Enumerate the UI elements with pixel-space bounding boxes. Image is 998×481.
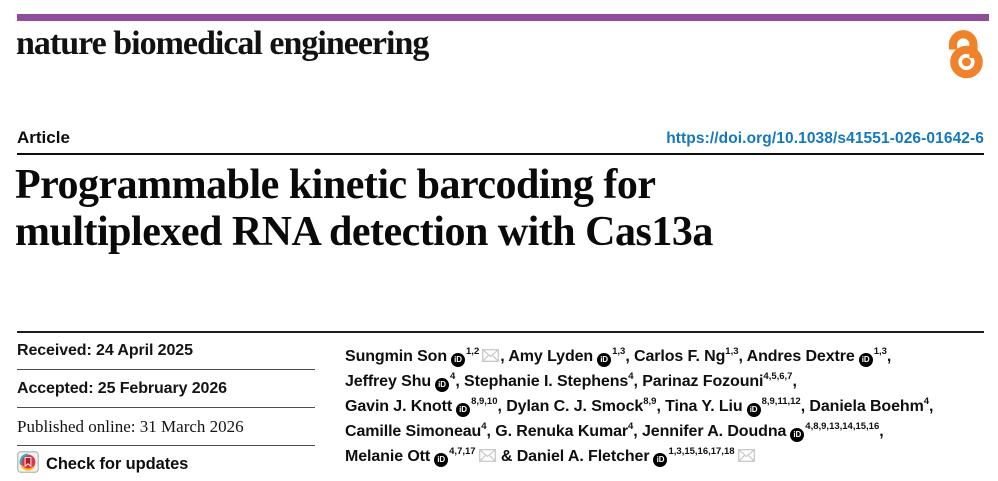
- author-separator: ,: [486, 423, 496, 440]
- author-name: Parinaz Fozouni: [642, 373, 764, 390]
- author-name: Gavin J. Knott: [345, 398, 453, 415]
- orcid-icon[interactable]: iD: [653, 452, 668, 467]
- affiliation-superscript: 4: [481, 421, 487, 432]
- affiliation-superscript: 4: [628, 421, 634, 432]
- check-for-updates-label: Check for updates: [46, 455, 189, 473]
- article-meta-row: Article https://doi.org/10.1038/s41551-0…: [17, 128, 984, 148]
- affiliation-superscript: 4: [628, 371, 634, 382]
- publication-history: Received: 24 April 2025 Accepted: 25 Febr…: [17, 332, 315, 481]
- orcid-icon[interactable]: iD: [456, 402, 471, 417]
- author-list: Sungmin Son iD1,2, Amy Lyden iD1,3, Carlos…: [345, 339, 998, 467]
- author-separator: ,: [455, 373, 465, 390]
- history-text: Accepted: 25 February 2026: [17, 379, 227, 397]
- affiliation-superscript: 1,3,15,16,17,18: [668, 446, 735, 457]
- author-separator: ,: [656, 398, 666, 415]
- author-separator: &: [496, 448, 517, 465]
- author-separator: ,: [800, 398, 810, 415]
- envelope-icon[interactable]: [478, 445, 496, 470]
- accepted-row: Accepted: 25 February 2026: [17, 370, 315, 408]
- history-text: Received: 24 April 2025: [17, 341, 193, 359]
- metadata-divider: [17, 331, 984, 333]
- author-name: Daniel A. Fletcher: [516, 448, 650, 465]
- author-name: Jeffrey Shu: [345, 373, 432, 390]
- received-row: Received: 24 April 2025: [17, 332, 315, 370]
- doi-link[interactable]: https://doi.org/10.1038/s41551-026-01642…: [666, 130, 984, 147]
- author-separator: ,: [500, 348, 509, 365]
- author-separator: ,: [792, 373, 797, 390]
- header-rule: [17, 153, 984, 155]
- author-name: Andres Dextre: [746, 348, 855, 365]
- author-line: Gavin J. Knott iD8,9,10, Dylan C. J. Smoc…: [345, 389, 998, 417]
- author-line: Camille Simoneau4, G. Renuka Kumar4, Jen…: [345, 414, 998, 442]
- author-separator: ,: [497, 398, 507, 415]
- affiliation-superscript: 8,9,10: [471, 396, 498, 407]
- author-name: Dylan C. J. Smock: [506, 398, 644, 415]
- crossmark-icon: [17, 451, 39, 478]
- affiliation-superscript: 4,8,9,13,14,15,16: [805, 421, 880, 432]
- affiliation-superscript: 4,7,17: [449, 446, 476, 457]
- author-separator: ,: [886, 348, 892, 365]
- affiliation-superscript: 8,9,11,12: [761, 396, 801, 407]
- article-title-line-1: Programmable kinetic barcoding for: [15, 162, 656, 208]
- author-name: Stephanie I. Stephens: [464, 373, 629, 390]
- envelope-icon[interactable]: [737, 445, 755, 470]
- article-title: Programmable kinetic barcoding for multi…: [15, 162, 713, 256]
- author-name: Sungmin Son: [345, 348, 448, 365]
- author-name: Carlos F. Ng: [634, 348, 726, 365]
- author-name: G. Renuka Kumar: [495, 423, 628, 440]
- history-text: Published online: 31 March 2026: [17, 416, 244, 436]
- orcid-icon[interactable]: iD: [790, 427, 805, 442]
- author-name: Melanie Ott: [345, 448, 431, 465]
- affiliation-superscript: 1,2: [466, 346, 480, 357]
- author-separator: ,: [633, 373, 643, 390]
- brand-accent-bar: [17, 14, 989, 21]
- author-name: Daniela Boehm: [809, 398, 924, 415]
- affiliation-superscript: 8,9: [643, 396, 657, 407]
- author-line: Jeffrey Shu iD4, Stephanie I. Stephens4, …: [345, 364, 998, 392]
- author-separator: ,: [633, 423, 642, 440]
- orcid-icon[interactable]: iD: [746, 402, 761, 417]
- author-separator: ,: [929, 398, 934, 415]
- orcid-icon[interactable]: iD: [858, 352, 873, 367]
- affiliation-superscript: 1,3: [725, 346, 739, 357]
- author-name: Amy Lyden: [508, 348, 594, 365]
- affiliation-superscript: 4,5,6,7: [763, 371, 793, 382]
- article-type-label: Article: [17, 128, 70, 147]
- author-separator: ,: [879, 423, 884, 440]
- open-access-icon: [942, 29, 986, 79]
- published-online-row: Published online: 31 March 2026: [17, 408, 315, 446]
- author-line: Sungmin Son iD1,2, Amy Lyden iD1,3, Carlos…: [345, 339, 998, 367]
- orcid-icon[interactable]: iD: [434, 452, 449, 467]
- author-name: Camille Simoneau: [345, 423, 482, 440]
- author-separator: ,: [738, 348, 747, 365]
- author-separator: ,: [625, 348, 635, 365]
- affiliation-superscript: 1,3: [612, 346, 626, 357]
- check-for-updates-button[interactable]: Check for updates: [17, 446, 315, 481]
- affiliation-superscript: 4: [450, 371, 456, 382]
- journal-name: nature biomedical engineering: [16, 25, 429, 62]
- orcid-icon[interactable]: iD: [435, 377, 450, 392]
- affiliation-superscript: 4: [923, 396, 929, 407]
- author-name: Jennifer A. Doudna: [642, 423, 787, 440]
- article-title-line-2: multiplexed RNA detection with Cas13a: [15, 209, 713, 255]
- author-name: Tina Y. Liu: [665, 398, 743, 415]
- envelope-icon[interactable]: [482, 345, 500, 370]
- orcid-icon[interactable]: iD: [451, 352, 466, 367]
- affiliation-superscript: 1,3: [873, 346, 887, 357]
- author-line: Melanie Ott iD4,7,17 & Daniel A. Fletcher…: [345, 439, 998, 467]
- orcid-icon[interactable]: iD: [597, 352, 612, 367]
